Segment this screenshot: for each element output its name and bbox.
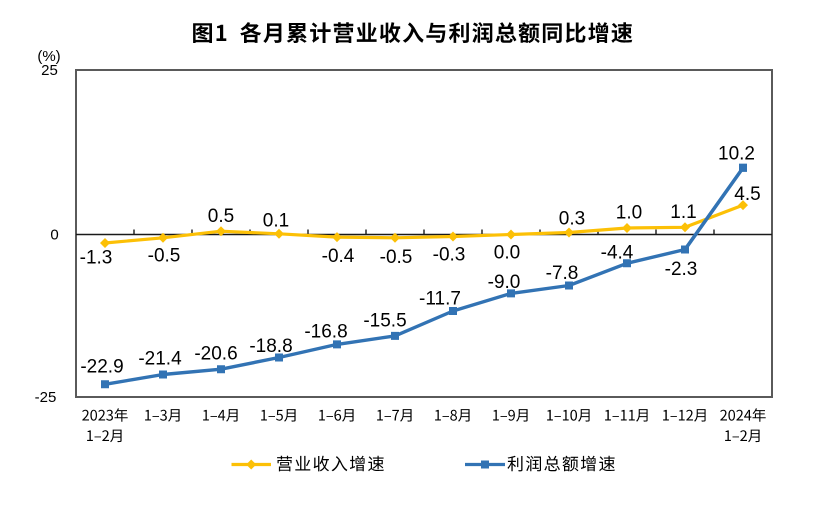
svg-text:0: 0 [50,227,58,244]
svg-text:4.5: 4.5 [734,184,760,205]
svg-text:0.0: 0.0 [494,243,520,264]
svg-text:(%): (%) [37,48,60,65]
svg-text:-4.4: -4.4 [601,243,634,264]
svg-text:-0.4: -0.4 [322,246,355,267]
svg-text:-1.3: -1.3 [80,248,113,269]
svg-text:0.3: 0.3 [559,209,585,230]
svg-text:-20.6: -20.6 [194,344,237,365]
svg-text:1.0: 1.0 [616,203,642,224]
svg-text:-25: -25 [35,389,57,406]
svg-text:1.1: 1.1 [670,202,696,223]
svg-text:-21.4: -21.4 [138,349,182,370]
svg-text:-11.7: -11.7 [419,289,461,310]
svg-text:-9.0: -9.0 [488,272,521,293]
svg-text:-0.3: -0.3 [433,245,466,266]
svg-text:-16.8: -16.8 [304,322,347,343]
svg-text:0.1: 0.1 [263,211,289,232]
svg-text:-15.5: -15.5 [363,311,406,332]
svg-text:-18.8: -18.8 [249,336,292,357]
svg-text:-0.5: -0.5 [148,246,181,267]
svg-text:0.5: 0.5 [208,206,234,227]
svg-text:25: 25 [41,62,58,79]
svg-text:-22.9: -22.9 [80,357,123,378]
svg-text:-7.8: -7.8 [546,263,579,284]
svg-text:-0.5: -0.5 [380,247,413,268]
svg-text:-2.3: -2.3 [665,259,698,280]
svg-text:10.2: 10.2 [718,144,755,165]
